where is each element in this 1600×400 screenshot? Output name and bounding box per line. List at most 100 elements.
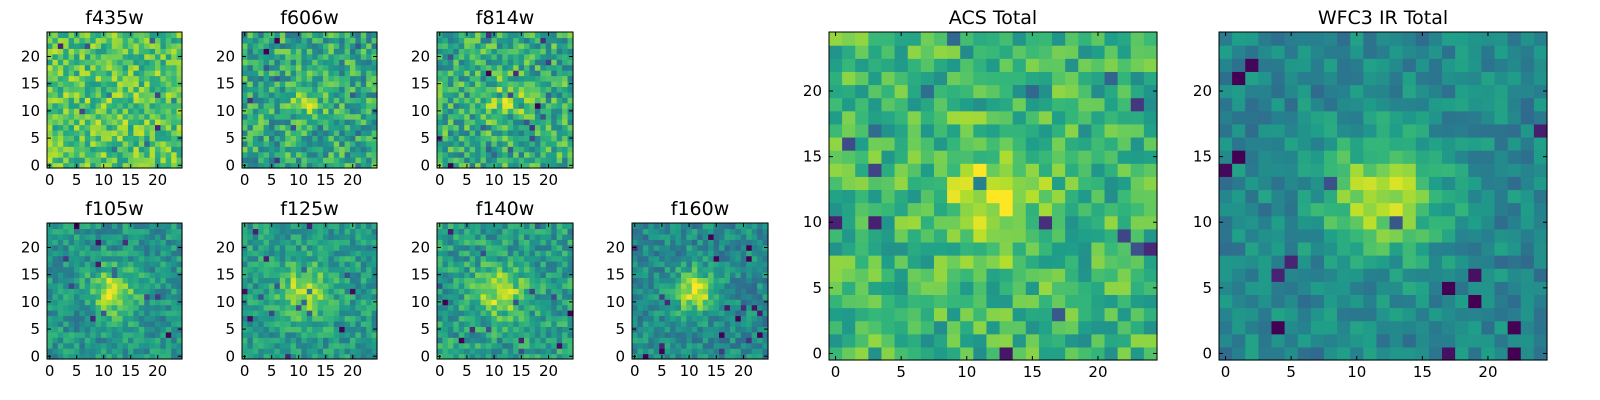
heatmap-cell	[551, 282, 558, 289]
heatmap-cell	[79, 162, 86, 169]
heatmap-cell	[106, 70, 113, 77]
heatmap-cell	[708, 261, 715, 268]
heatmap-cell	[344, 91, 351, 98]
heatmap-cell	[545, 70, 552, 77]
heatmap-cell	[458, 293, 465, 300]
heatmap-cell	[513, 119, 520, 126]
heatmap-cell	[502, 151, 509, 158]
heatmap-cell	[128, 228, 134, 235]
heatmap-cell	[90, 129, 97, 136]
heatmap-cell	[144, 250, 151, 257]
heatmap-cell	[74, 255, 80, 262]
heatmap-cell	[556, 233, 563, 240]
heatmap-cell	[269, 228, 275, 235]
heatmap-cell	[724, 282, 731, 289]
heatmap-cell	[339, 70, 346, 77]
heatmap-cell	[90, 353, 97, 360]
heatmap-cell	[279, 64, 286, 71]
heatmap-cell	[133, 326, 140, 333]
heatmap-cell	[144, 239, 151, 246]
heatmap-cell	[562, 244, 569, 251]
heatmap-cell	[306, 113, 313, 120]
heatmap-cell	[263, 255, 270, 262]
heatmap-cell	[350, 70, 356, 77]
heatmap-cell	[757, 315, 764, 322]
heatmap-cell	[63, 59, 70, 66]
heatmap-cell	[306, 239, 313, 246]
heatmap-cell	[496, 91, 503, 98]
heatmap-cell	[458, 244, 465, 251]
heatmap-cell	[269, 37, 275, 44]
heatmap-cell	[447, 48, 454, 55]
heatmap-cell	[279, 310, 286, 317]
heatmap-cell	[464, 304, 471, 311]
heatmap-cell	[47, 129, 53, 136]
heatmap-cell	[285, 113, 292, 120]
heatmap-cell	[258, 48, 265, 55]
heatmap-cell	[176, 119, 183, 126]
heatmap-cell	[263, 342, 270, 349]
heatmap-cell	[63, 146, 70, 153]
heatmap-cell	[165, 342, 172, 349]
heatmap-cell	[746, 342, 753, 349]
heatmap-cell	[1143, 346, 1158, 361]
heatmap-cell	[1012, 215, 1027, 230]
heatmap-cell	[68, 146, 75, 153]
heatmap-cell	[263, 59, 270, 66]
heatmap-cell	[344, 310, 351, 317]
heatmap-cell	[47, 37, 53, 44]
heatmap-cell	[469, 42, 476, 49]
heatmap-cell	[757, 255, 764, 262]
heatmap-cell	[247, 53, 254, 60]
heatmap-cell	[637, 255, 644, 262]
heatmap-cell	[458, 331, 465, 338]
heatmap-cell	[894, 163, 909, 177]
heatmap-cell	[84, 140, 91, 147]
heatmap-cell	[165, 124, 172, 131]
heatmap-cell	[344, 337, 351, 344]
x-tick-label: 20	[343, 362, 362, 380]
heatmap-cell	[442, 129, 449, 136]
heatmap-cell	[735, 337, 742, 344]
heatmap-cell	[740, 288, 747, 295]
heatmap-cell	[328, 342, 335, 349]
heatmap-cell	[480, 97, 487, 104]
heatmap-cell	[464, 75, 471, 82]
heatmap-cell	[68, 162, 75, 169]
heatmap-cell	[437, 288, 444, 295]
heatmap-cell	[702, 255, 709, 262]
heatmap-cell	[680, 315, 687, 322]
heatmap-cell	[171, 288, 178, 295]
heatmap-cell	[642, 261, 649, 268]
heatmap-cell	[160, 162, 167, 169]
heatmap-cell	[648, 239, 655, 246]
heatmap-cell	[344, 124, 351, 131]
heatmap-cell	[442, 108, 449, 115]
heatmap-cell	[485, 250, 492, 257]
heatmap-cell	[529, 42, 536, 49]
heatmap-cell	[485, 91, 492, 98]
heatmap-cell	[79, 140, 86, 147]
heatmap-cell	[128, 151, 134, 158]
heatmap-cell	[529, 277, 536, 284]
heatmap-cell	[545, 233, 552, 240]
heatmap-cell	[475, 223, 482, 230]
heatmap-cell	[317, 233, 324, 240]
heatmap-cell	[691, 282, 698, 289]
heatmap-cell	[63, 80, 70, 87]
heatmap-cell	[524, 261, 531, 268]
heatmap-cell	[350, 80, 356, 87]
heatmap-cell	[90, 255, 97, 262]
heatmap-cell	[350, 337, 356, 344]
heatmap-cell	[296, 86, 302, 93]
heatmap-cell	[719, 315, 726, 322]
heatmap-cell	[79, 113, 86, 120]
heatmap-cell	[534, 293, 541, 300]
heatmap-cell	[306, 140, 313, 147]
heatmap-cell	[74, 239, 80, 246]
heatmap-cell	[165, 162, 172, 169]
heatmap-cell	[496, 337, 503, 344]
heatmap-cell	[301, 310, 308, 317]
heatmap-cell	[1065, 268, 1079, 282]
heatmap-cell	[540, 239, 547, 246]
